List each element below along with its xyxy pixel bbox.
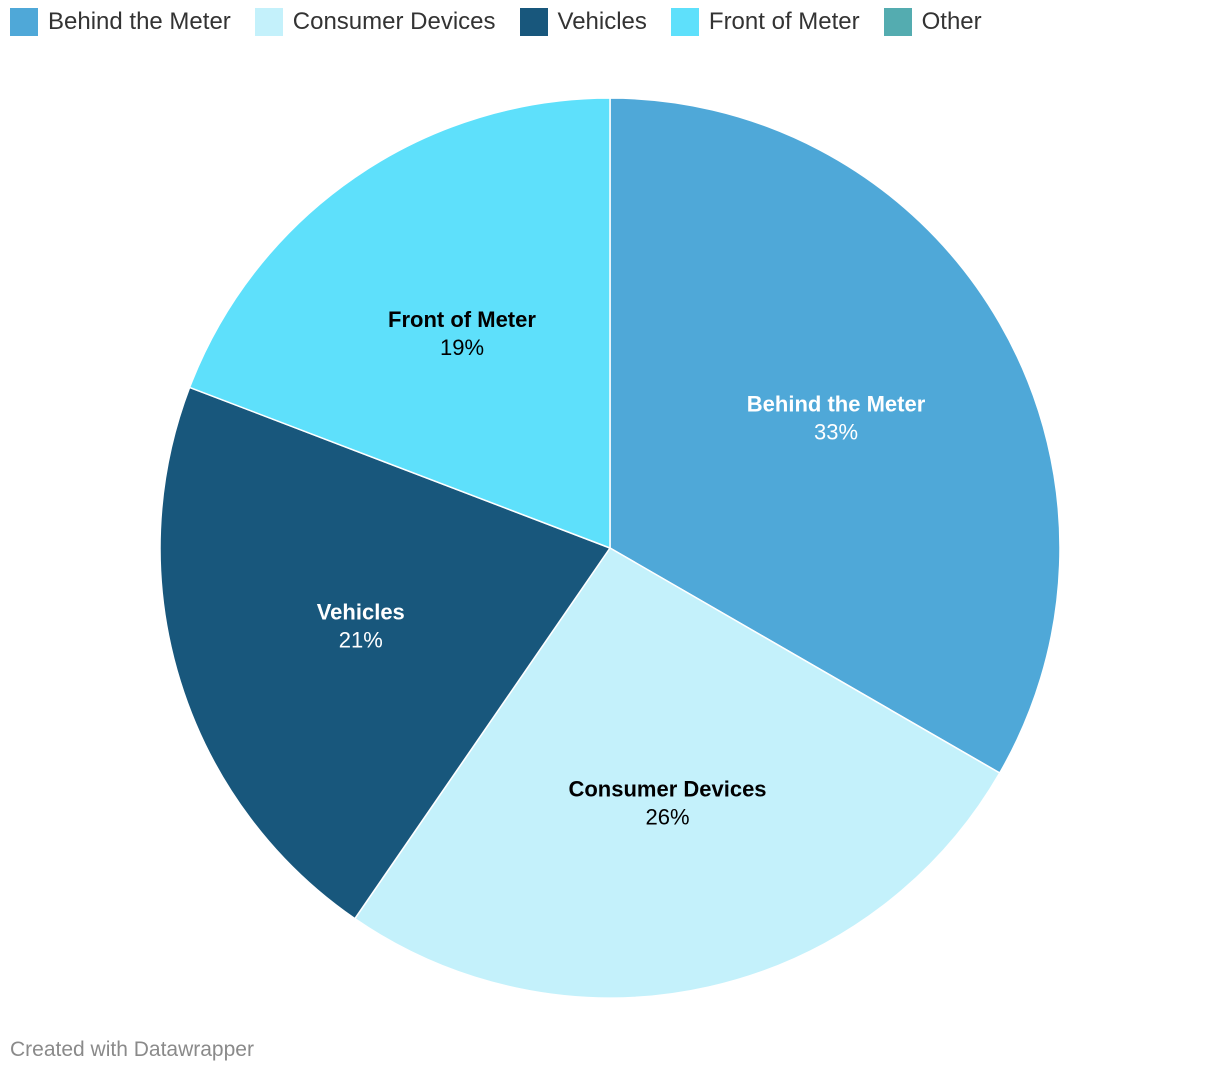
pie-chart: Behind the Meter 33% Consumer Devices 26% Ve…: [159, 97, 1061, 999]
legend-item-front-of-meter: Front of Meter: [670, 8, 860, 36]
legend-label: Other: [921, 8, 982, 35]
slice-label-front-of-meter: Front of Meter: [388, 307, 536, 332]
legend-swatch: [254, 8, 283, 36]
slice-label-behind-the-meter: Behind the Meter: [747, 392, 926, 417]
slice-label-consumer-devices: Consumer Devices: [568, 777, 766, 802]
pie-slice-front-of-meter: [188, 97, 611, 550]
legend-item-consumer-devices: Consumer Devices: [254, 8, 496, 36]
legend-swatch: [670, 8, 699, 36]
legend-item-vehicles: Vehicles: [519, 8, 647, 36]
legend-item-behind-the-meter: Behind the Meter: [10, 8, 231, 36]
legend-swatch: [10, 8, 38, 36]
legend-label: Behind the Meter: [48, 8, 231, 35]
pie-slice-vehicles: [159, 386, 612, 920]
legend-label: Front of Meter: [708, 8, 860, 35]
slice-value-front-of-meter: 19%: [440, 335, 484, 360]
legend-label: Consumer Devices: [292, 8, 496, 35]
pie-slice-consumer-devices: [353, 547, 1001, 999]
slice-value-behind-the-meter: 33%: [814, 420, 858, 445]
legend-swatch: [883, 8, 912, 36]
legend-label: Vehicles: [557, 8, 647, 35]
slice-value-vehicles: 21%: [339, 627, 383, 652]
slice-label-vehicles: Vehicles: [317, 599, 405, 624]
footer-credit: Created with Datawrapper: [10, 1038, 254, 1061]
legend-item-other: Other: [883, 8, 982, 36]
legend-swatch: [519, 8, 548, 36]
pie-slice-behind-the-meter: [609, 97, 1061, 775]
slice-value-consumer-devices: 26%: [645, 805, 689, 830]
legend: Behind the Meter Consumer Devices Vehicl…: [10, 8, 1006, 36]
